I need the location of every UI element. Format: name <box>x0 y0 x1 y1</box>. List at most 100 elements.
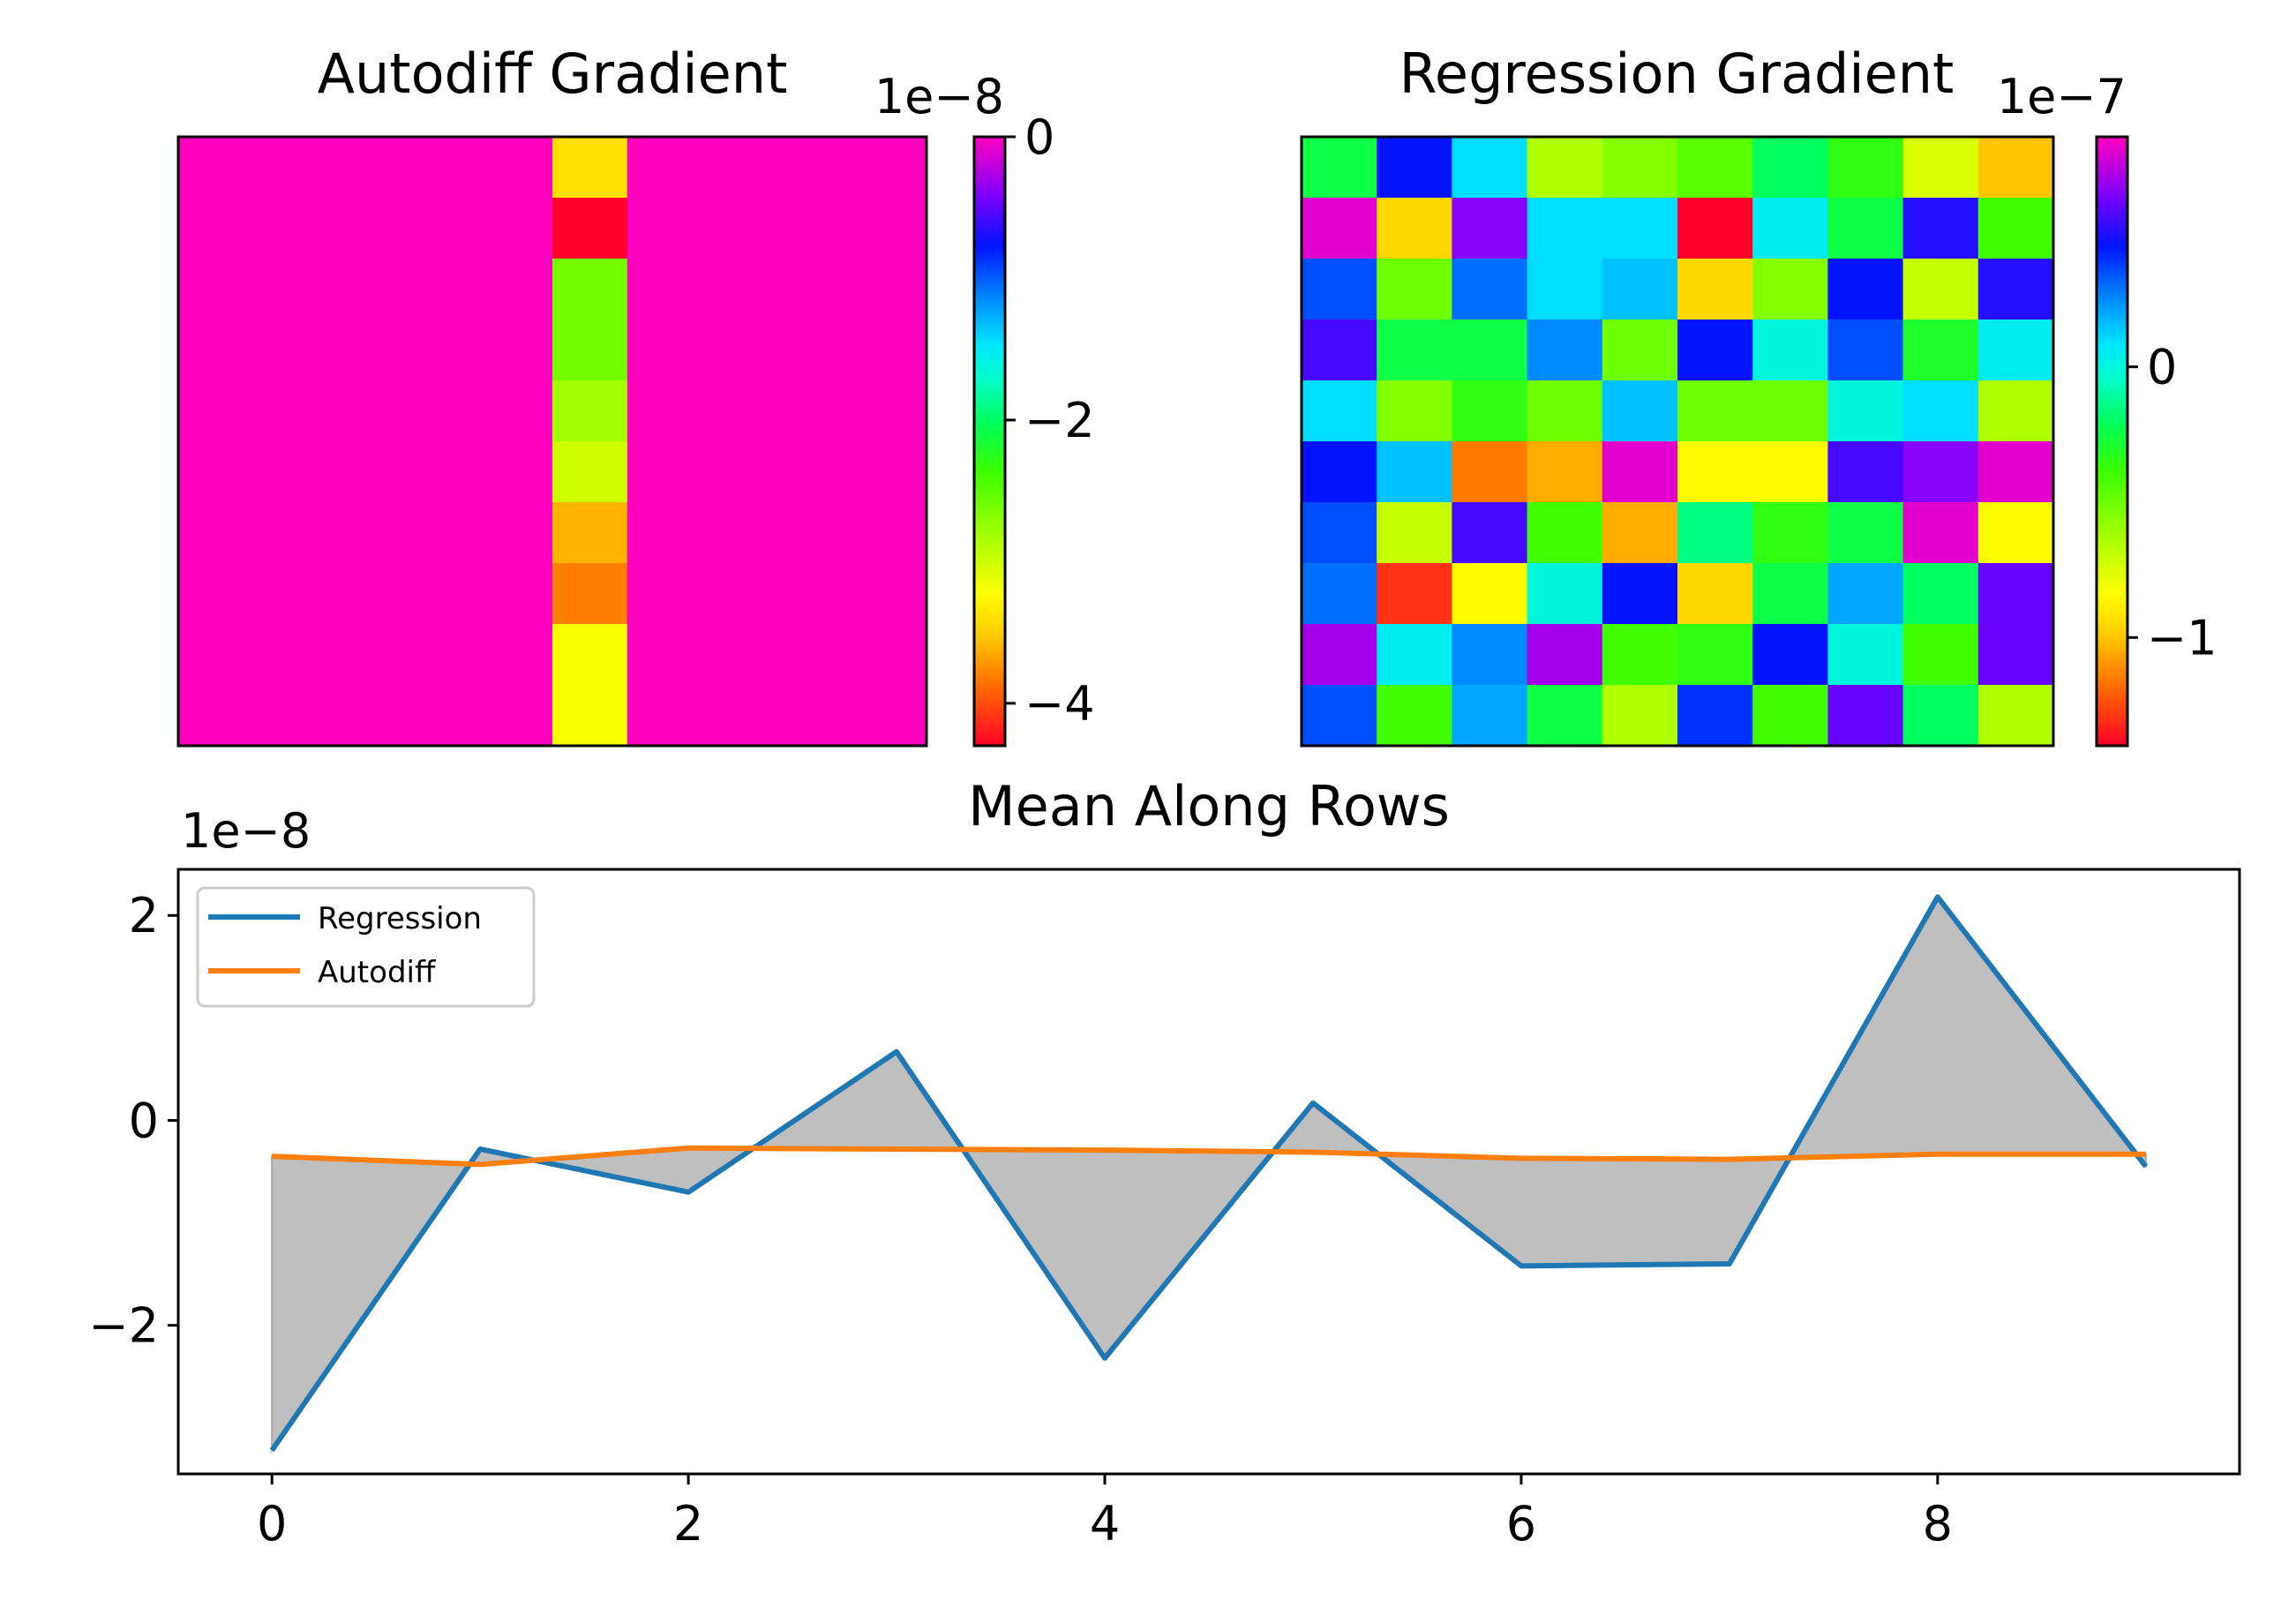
autodiff-cell-r1-c0 <box>178 198 254 259</box>
autodiff-cell-r8-c0 <box>178 624 254 686</box>
autodiff-cell-r8-c1 <box>252 624 329 686</box>
regression-cell-r7-c8 <box>1902 563 1979 625</box>
autodiff-cell-r1-c9 <box>852 198 927 259</box>
autodiff-heatmap-frame <box>176 135 928 748</box>
regression-cell-r3-c7 <box>1827 319 1904 381</box>
autodiff-cell-r9-c0 <box>178 685 254 747</box>
legend-label-regression: Regression <box>318 901 482 936</box>
autodiff-cell-r5-c3 <box>402 441 478 503</box>
autodiff-cell-r5-c8 <box>777 441 852 503</box>
regression-cell-r8-c6 <box>1752 624 1828 686</box>
autodiff-cell-r0-c3 <box>402 137 478 199</box>
regression-cell-r1-c7 <box>1827 198 1904 259</box>
y-tick-label: 2 <box>129 888 159 943</box>
autodiff-cell-r2-c7 <box>702 259 777 320</box>
autodiff-cell-r8-c8 <box>777 624 852 686</box>
autodiff-heatmap-cells <box>178 137 927 747</box>
autodiff-cell-r7-c1 <box>252 563 329 625</box>
autodiff-cell-r3-c6 <box>627 319 703 381</box>
regression-cell-r0-c2 <box>1452 137 1528 199</box>
autodiff-cell-r9-c3 <box>402 685 478 747</box>
regression-cell-r1-c0 <box>1302 198 1377 259</box>
x-tick-label: 4 <box>1090 1496 1120 1552</box>
autodiff-cell-r3-c5 <box>552 319 628 381</box>
regression-cell-r3-c4 <box>1602 319 1678 381</box>
regression-cell-r3-c3 <box>1527 319 1603 381</box>
autodiff-cell-r6-c6 <box>627 502 703 564</box>
series-line-regression <box>269 894 2149 1453</box>
autodiff-cell-r3-c8 <box>777 319 852 381</box>
autodiff-cell-r1-c5 <box>552 198 628 259</box>
x-axis-ticks: 0 2 4 6 8 <box>257 1474 1953 1552</box>
autodiff-cell-r2-c1 <box>252 259 329 320</box>
regression-cell-r4-c6 <box>1752 380 1828 442</box>
regression-cell-r8-c1 <box>1377 624 1452 686</box>
autodiff-cell-r6-c1 <box>252 502 329 564</box>
autodiff-cell-r1-c7 <box>702 198 777 259</box>
regression-cell-r8-c0 <box>1302 624 1377 686</box>
autodiff-cell-r4-c6 <box>627 380 703 442</box>
autodiff-cell-r8-c6 <box>627 624 703 686</box>
autodiff-colorbar-tick-label: −2 <box>1024 393 1095 448</box>
autodiff-cell-r1-c3 <box>402 198 478 259</box>
autodiff-cell-r3-c1 <box>252 319 329 381</box>
autodiff-cell-r1-c8 <box>777 198 852 259</box>
regression-cell-r7-c3 <box>1527 563 1603 625</box>
autodiff-cell-r2-c3 <box>402 259 478 320</box>
regression-cell-r7-c9 <box>1977 563 2054 625</box>
regression-cell-r3-c1 <box>1377 319 1452 381</box>
regression-cell-r4-c7 <box>1827 380 1904 442</box>
x-tick-label: 6 <box>1506 1496 1536 1552</box>
regression-cell-r0-c0 <box>1302 137 1377 199</box>
y-tick-label: −2 <box>88 1298 159 1354</box>
autodiff-cell-r7-c8 <box>777 563 852 625</box>
autodiff-heatmap: Autodiff Gradient <box>176 41 928 748</box>
autodiff-cell-r2-c0 <box>178 259 254 320</box>
series-lines <box>269 894 2149 1453</box>
regression-cell-r9-c2 <box>1452 685 1528 747</box>
autodiff-cell-r8-c5 <box>552 624 628 686</box>
autodiff-cell-r8-c4 <box>477 624 553 686</box>
regression-cell-r5-c5 <box>1677 441 1753 503</box>
series-line-autodiff <box>272 1145 2146 1168</box>
autodiff-cell-r4-c2 <box>327 380 403 442</box>
autodiff-cell-r1-c1 <box>252 198 329 259</box>
autodiff-cell-r3-c0 <box>178 319 254 381</box>
autodiff-cell-r9-c8 <box>777 685 852 747</box>
autodiff-cell-r5-c4 <box>477 441 553 503</box>
line-plot-title: Mean Along Rows <box>968 774 1450 838</box>
regression-heatmap-frame <box>1300 135 2055 748</box>
regression-cell-r9-c0 <box>1302 685 1377 747</box>
autodiff-cell-r5-c7 <box>702 441 777 503</box>
autodiff-cell-r1-c4 <box>477 198 553 259</box>
autodiff-colorbar-offset: 1e−8 <box>874 69 1004 124</box>
autodiff-cell-r1-c2 <box>327 198 403 259</box>
regression-cell-r6-c1 <box>1377 502 1452 564</box>
autodiff-cell-r0-c9 <box>852 137 927 199</box>
regression-cell-r5-c7 <box>1827 441 1904 503</box>
regression-cell-r6-c7 <box>1827 502 1904 564</box>
regression-cell-r5-c1 <box>1377 441 1452 503</box>
regression-cell-r7-c7 <box>1827 563 1904 625</box>
autodiff-cell-r9-c2 <box>327 685 403 747</box>
autodiff-cell-r7-c6 <box>627 563 703 625</box>
regression-cell-r5-c3 <box>1527 441 1603 503</box>
regression-cell-r9-c5 <box>1677 685 1753 747</box>
autodiff-cell-r4-c5 <box>552 380 628 442</box>
regression-cell-r4-c8 <box>1902 380 1979 442</box>
regression-cell-r3-c6 <box>1752 319 1828 381</box>
x-tick-label: 0 <box>257 1496 287 1552</box>
autodiff-colorbar-tick-label: 0 <box>1024 109 1054 165</box>
regression-cell-r2-c8 <box>1902 259 1979 320</box>
x-tick-label: 2 <box>673 1496 703 1552</box>
autodiff-cell-r5-c0 <box>178 441 254 503</box>
regression-cell-r2-c6 <box>1752 259 1828 320</box>
autodiff-cell-r2-c4 <box>477 259 553 320</box>
regression-cell-r3-c9 <box>1977 319 2054 381</box>
regression-colorbar-tick-label: 0 <box>2147 340 2177 395</box>
regression-cell-r5-c8 <box>1902 441 1979 503</box>
autodiff-cell-r0-c6 <box>627 137 703 199</box>
autodiff-cell-r0-c5 <box>552 137 628 199</box>
regression-cell-r7-c0 <box>1302 563 1377 625</box>
autodiff-cell-r4-c9 <box>852 380 927 442</box>
